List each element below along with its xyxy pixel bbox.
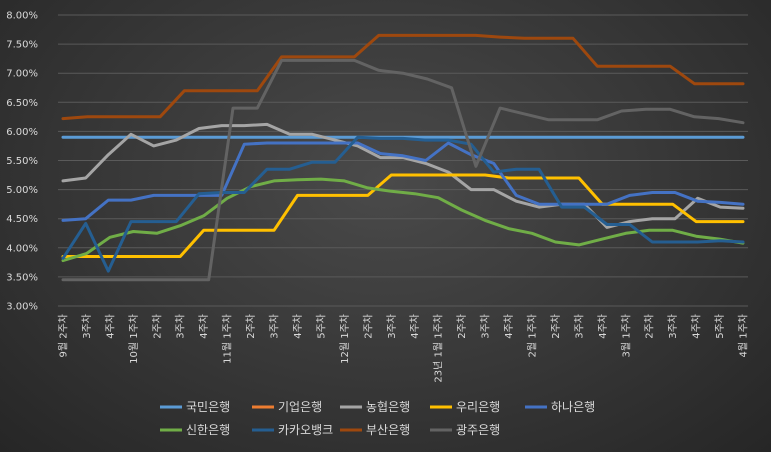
y-tick-label: 4.00% <box>6 243 38 254</box>
y-tick-label: 7.00% <box>6 69 38 80</box>
x-tick-label: 23년 1월 1주차 <box>433 314 445 383</box>
legend-label: 하나은행 <box>551 399 595 414</box>
x-tick-label: 4주차 <box>409 314 421 339</box>
legend-label: 우리은행 <box>456 399 500 414</box>
y-axis-ticks: 3.00% 3.50% 4.00% 4.50% 5.00% 5.50% 6.00% 6.50%… <box>6 11 38 313</box>
legend-label: 부산은행 <box>366 422 410 437</box>
y-tick-label: 5.50% <box>6 156 38 167</box>
legend-label: 기업은행 <box>278 399 322 414</box>
x-tick-label: 2주차 <box>456 314 468 339</box>
x-tick-label: 4주차 <box>503 314 515 339</box>
legend-label: 농협은행 <box>366 399 410 414</box>
y-tick-label: 3.50% <box>6 272 38 283</box>
gridlines <box>58 14 748 307</box>
x-tick-label: 4월 1주차 <box>738 314 750 358</box>
x-tick-label: 3주차 <box>81 314 93 339</box>
x-tick-label: 4주차 <box>597 314 609 339</box>
legend-label: 신한은행 <box>186 422 230 437</box>
x-tick-label: 10월 1주차 <box>128 314 140 364</box>
y-tick-label: 5.00% <box>6 185 38 196</box>
x-axis-ticks: 9월 2주차 3주차 4주차 10월 1주차 2주차 3주차 4주차 11월 1주차 2주차 3주… <box>58 314 750 383</box>
x-tick-label: 4주차 <box>691 314 703 339</box>
x-tick-label: 3월 1주차 <box>620 314 632 358</box>
x-tick-label: 5주차 <box>714 314 726 339</box>
y-tick-label: 4.50% <box>6 214 38 225</box>
series-line <box>61 177 745 263</box>
x-tick-label: 12월 1주차 <box>339 314 351 364</box>
x-tick-label: 3주차 <box>480 314 492 339</box>
x-tick-label: 2주차 <box>362 314 374 339</box>
series-line <box>61 122 745 229</box>
legend-label: 국민은행 <box>186 399 230 414</box>
legend-label: 카카오뱅크 <box>278 423 333 437</box>
y-tick-label: 6.00% <box>6 127 38 138</box>
x-tick-label: 2주차 <box>644 314 656 339</box>
x-tick-label: 5주차 <box>315 314 327 339</box>
series-line <box>61 141 745 222</box>
x-tick-label: 2주차 <box>245 314 257 339</box>
x-tick-label: 2주차 <box>151 314 163 339</box>
x-tick-label: 4주차 <box>104 314 116 339</box>
y-tick-label: 7.50% <box>6 40 38 51</box>
series-line <box>61 173 745 258</box>
x-tick-label: 3주차 <box>269 314 281 339</box>
series-line <box>61 33 745 121</box>
x-tick-label: 2주차 <box>550 314 562 339</box>
x-tick-label: 4주차 <box>198 314 210 339</box>
y-tick-label: 6.50% <box>6 98 38 109</box>
x-tick-label: 3주차 <box>175 314 187 339</box>
x-tick-label: 11월 1주차 <box>222 314 234 364</box>
x-tick-label: 3주차 <box>573 314 585 339</box>
x-tick-label: 9월 2주차 <box>58 314 70 358</box>
legend-label: 광주은행 <box>456 422 500 437</box>
x-tick-label: 2월 1주차 <box>526 314 538 358</box>
x-tick-label: 4주차 <box>292 314 304 339</box>
y-tick-label: 8.00% <box>6 11 38 22</box>
series-lines <box>61 33 745 282</box>
y-tick-label: 3.00% <box>6 302 38 313</box>
x-tick-label: 3주차 <box>386 314 398 339</box>
series-line <box>61 135 745 273</box>
x-tick-label: 3주차 <box>667 314 679 339</box>
series-line <box>61 58 745 282</box>
